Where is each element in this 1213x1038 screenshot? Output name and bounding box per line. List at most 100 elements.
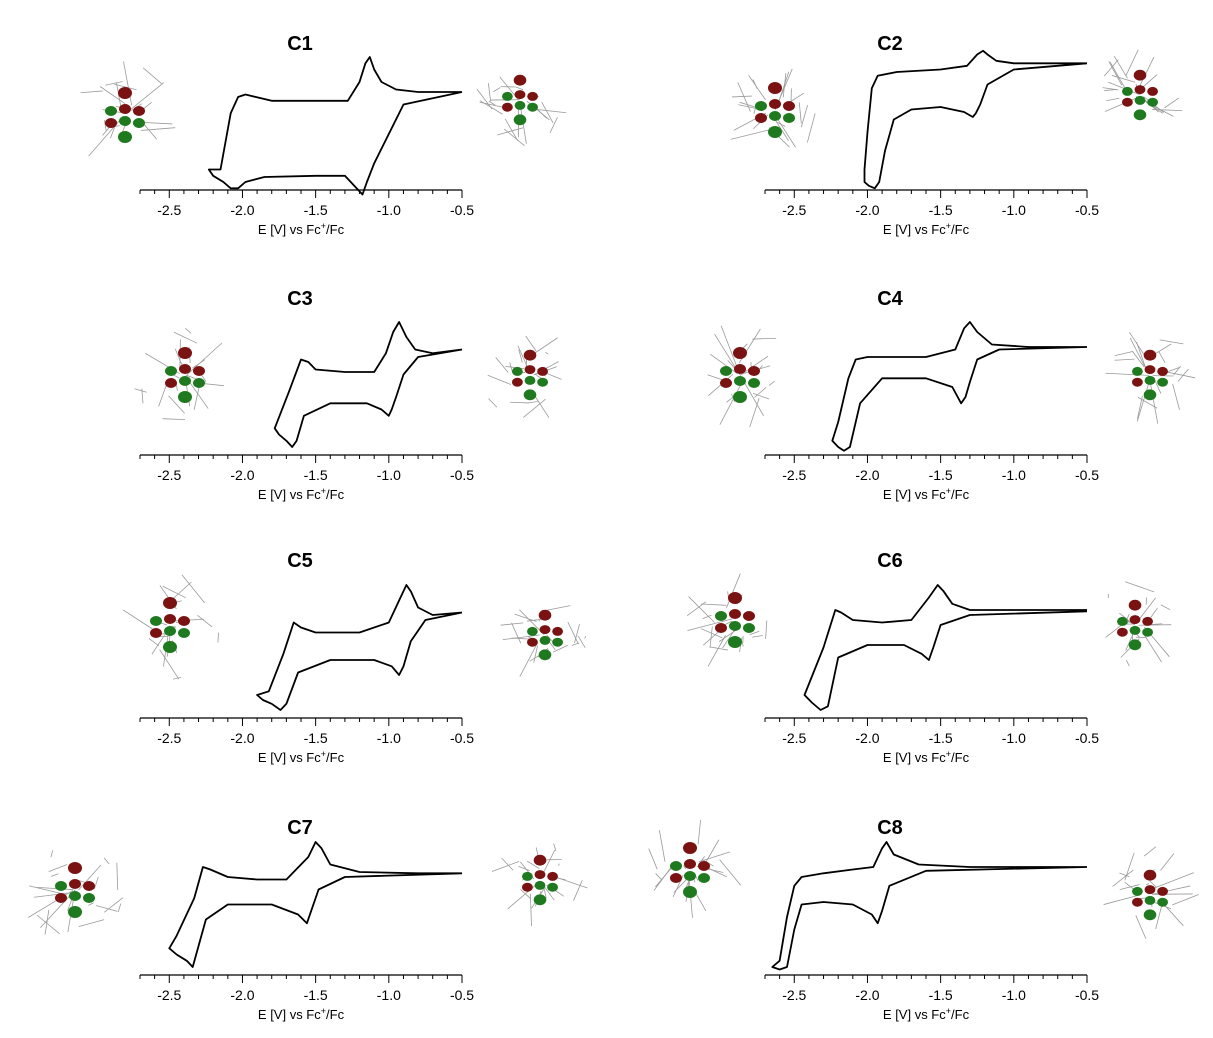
homo-inset (134, 327, 225, 420)
wireframe-bond (700, 603, 727, 606)
orbital-lobe (83, 893, 95, 903)
panel-title: C6 (877, 550, 903, 572)
wireframe-bond (775, 115, 796, 148)
x-tick-label: -1.5 (929, 467, 953, 483)
orbital-lobe (193, 366, 205, 376)
orbital-lobe (512, 366, 523, 376)
x-tick-label: -1.5 (929, 987, 953, 1003)
wireframe-bond (1166, 366, 1181, 373)
wireframe-bond (1132, 351, 1145, 367)
wireframe-bond (1172, 383, 1180, 410)
orbital-lobe (1133, 69, 1147, 81)
orbital-lobe (734, 364, 746, 374)
wireframe-bond (116, 862, 119, 890)
wireframe-bond (78, 864, 102, 891)
orbital-lobe (1117, 627, 1128, 637)
wireframe-bond (1125, 49, 1139, 77)
wireframe-bond (558, 863, 560, 866)
orbital-lobe (534, 880, 546, 890)
orbital-lobe (1147, 86, 1158, 96)
wireframe-bond (518, 865, 530, 872)
wireframe-bond (104, 897, 124, 913)
panel-c4: C4 -2.5 -2.0 -1.5 -1.0 -0.5 E [V] vs Fc+/Fc (707, 288, 1196, 502)
wireframe-bond (510, 401, 530, 404)
orbital-lobe (1132, 377, 1143, 387)
orbital-lobe (684, 871, 696, 881)
orbital-lobe (728, 592, 742, 604)
wireframe-bond (749, 398, 760, 428)
orbital-lobe (1143, 909, 1157, 921)
wireframe-bond (731, 393, 735, 402)
wireframe-bond (1103, 894, 1140, 905)
wireframe-bond (491, 860, 520, 872)
wireframe-bond (159, 649, 180, 680)
wireframe-bond (148, 637, 160, 647)
orbital-lobe (527, 91, 538, 101)
wireframe-bond (683, 865, 687, 870)
wireframe-bond (181, 574, 205, 604)
wireframe-bond (1124, 852, 1135, 881)
orbital-lobe (527, 102, 538, 112)
wireframe-bond (1104, 96, 1139, 112)
wireframe-bond (754, 387, 767, 398)
wireframe-bond (519, 642, 539, 677)
wireframe-bond (1158, 351, 1166, 363)
wireframe-bond (776, 121, 786, 127)
wireframe-bond (168, 395, 185, 414)
wireframe-bond (730, 129, 771, 140)
x-tick-label: -1.5 (304, 202, 328, 218)
wireframe-bond (749, 630, 760, 636)
x-axis-label: E [V] vs Fc+/Fc (258, 749, 345, 765)
wireframe-bond (1164, 97, 1180, 109)
wireframe-bond (141, 127, 176, 131)
wireframe-bond (29, 885, 65, 895)
x-tick-label: -2.5 (782, 987, 806, 1003)
wireframe-bond (731, 95, 752, 98)
wireframe-bond (99, 86, 125, 104)
orbital-lobe (119, 116, 131, 126)
orbital-lobe (684, 859, 696, 869)
orbital-lobe (1132, 366, 1143, 376)
x-tick-label: -0.5 (450, 467, 474, 483)
orbital-lobe (178, 616, 190, 626)
wireframe-bond (552, 644, 568, 653)
x-tick-label: -1.0 (377, 987, 401, 1003)
wireframe-bond (193, 385, 200, 410)
orbital-lobe (547, 882, 558, 892)
panel-c5: C5 -2.5 -2.0 -1.5 -1.0 -0.5 E [V] vs Fc+/Fc (122, 550, 587, 765)
orbital-lobe (502, 102, 513, 112)
orbital-lobe (698, 861, 710, 871)
orbital-lobe (552, 637, 563, 647)
wireframe-bond (688, 879, 693, 918)
lumo-inset (487, 335, 562, 419)
orbital-lobe (163, 597, 177, 609)
wireframe-bond (765, 620, 768, 640)
orbital-lobe (1128, 639, 1142, 651)
orbital-lobe (683, 886, 697, 898)
wireframe-bond (686, 601, 707, 617)
wireframe-bond (574, 623, 580, 644)
orbital-lobe (118, 87, 132, 99)
wireframe-bond (1109, 61, 1127, 92)
wireframe-bond (1159, 339, 1184, 345)
wireframe-bond (697, 819, 702, 845)
wireframe-bond (162, 585, 186, 599)
wireframe-bond (705, 839, 720, 863)
orbital-lobe (1134, 85, 1146, 95)
x-tick-label: -1.0 (1002, 202, 1026, 218)
orbital-lobe (1147, 97, 1158, 107)
wireframe-bond (501, 857, 514, 871)
wireframe-bond (122, 609, 157, 632)
orbital-lobe (1142, 616, 1153, 626)
orbital-lobe (165, 378, 177, 388)
orbital-lobe (1132, 886, 1143, 896)
panel-title: C1 (287, 33, 313, 55)
wireframe-bond (527, 860, 540, 869)
homo-inset (122, 574, 219, 680)
orbital-lobe (1132, 897, 1143, 907)
wireframe-bond (1160, 604, 1171, 611)
cv-curve (256, 584, 463, 711)
wireframe-bond (495, 357, 509, 373)
orbital-lobe (105, 118, 117, 128)
orbital-lobe (150, 628, 162, 638)
